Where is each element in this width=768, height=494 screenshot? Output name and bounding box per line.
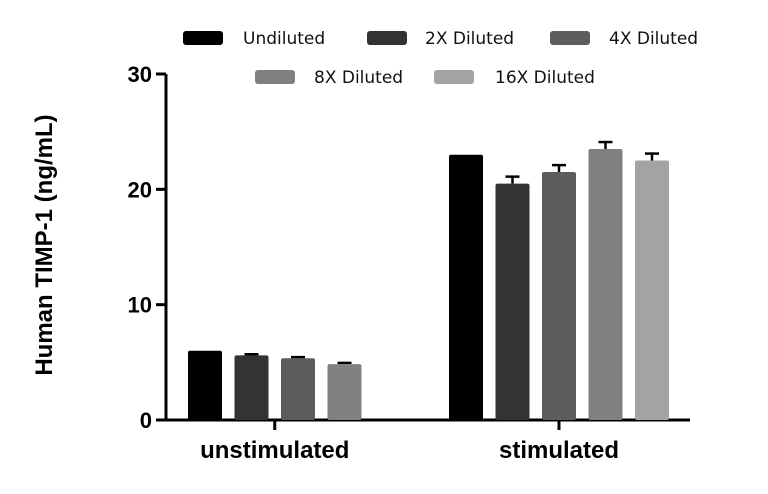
legend-label: 2X Diluted xyxy=(425,29,514,49)
legend-swatch xyxy=(550,31,590,45)
legend: Undiluted 2X Diluted 4X Diluted 8X Diluted 1… xyxy=(183,29,698,88)
legend-item: 16X Diluted xyxy=(434,68,595,88)
bar xyxy=(327,364,362,420)
y-tick-label: 0 xyxy=(140,408,152,433)
legend-label: Undiluted xyxy=(243,29,325,49)
bar xyxy=(588,148,623,420)
bar xyxy=(188,350,222,420)
x-tick-label: unstimulated xyxy=(200,437,349,464)
bar xyxy=(281,358,315,420)
legend-label: 16X Diluted xyxy=(495,68,595,88)
x-axis: unstimulated stimulated xyxy=(164,418,690,464)
bar xyxy=(495,183,530,420)
bars xyxy=(188,140,669,420)
bar xyxy=(449,154,483,420)
legend-swatch xyxy=(434,70,474,84)
bar xyxy=(635,160,669,420)
legend-item: 2X Diluted xyxy=(367,29,514,49)
legend-swatch xyxy=(183,31,223,45)
legend-item: 8X Diluted xyxy=(255,68,403,88)
y-tick-label: 20 xyxy=(128,177,152,202)
y-axis: 0 10 20 30 xyxy=(128,62,168,433)
legend-item: 4X Diluted xyxy=(550,29,698,49)
legend-swatch xyxy=(367,31,407,45)
legend-label: 8X Diluted xyxy=(314,68,403,88)
bar xyxy=(542,172,576,420)
legend-label: 4X Diluted xyxy=(609,29,698,49)
x-tick-label: stimulated xyxy=(499,437,619,464)
y-tick-label: 30 xyxy=(128,62,152,87)
bar xyxy=(234,355,269,420)
y-tick-label: 10 xyxy=(128,293,152,318)
y-axis-title: Human TIMP-1 (ng/mL) xyxy=(31,114,58,375)
legend-item: Undiluted xyxy=(183,29,325,49)
legend-swatch xyxy=(255,70,295,84)
